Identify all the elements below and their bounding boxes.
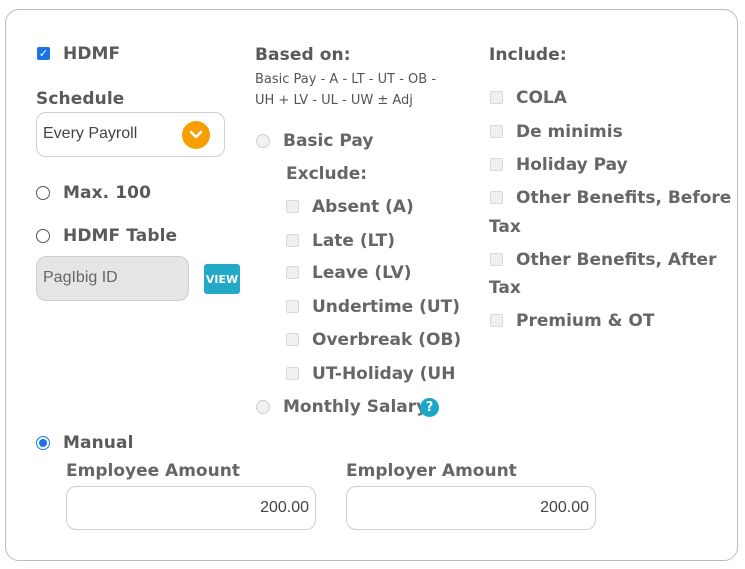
include-after-tax-label-1: Other Benefits, After bbox=[516, 250, 717, 270]
include-before-tax-label-1: Other Benefits, Before bbox=[516, 188, 732, 208]
include-cola-checkbox[interactable] bbox=[490, 91, 503, 104]
formula-line-2: UH + LV - UL - UW ± Adj bbox=[255, 93, 413, 108]
exclude-late-label: Late (LT) bbox=[312, 231, 396, 251]
based-on-label: Based on: bbox=[255, 45, 351, 65]
hdmf-table-label: HDMF Table bbox=[63, 226, 178, 246]
exclude-overbreak-checkbox[interactable] bbox=[286, 333, 299, 346]
schedule-value: Every Payroll bbox=[43, 125, 138, 142]
view-button[interactable]: VIEW bbox=[204, 264, 240, 294]
basic-pay-label: Basic Pay bbox=[283, 131, 374, 151]
exclude-ut-holiday-checkbox[interactable] bbox=[286, 367, 299, 380]
employee-amount-input[interactable]: 200.00 bbox=[66, 486, 316, 530]
exclude-undertime-label: Undertime (UT) bbox=[312, 297, 461, 317]
hdmf-table-radio[interactable] bbox=[36, 229, 50, 243]
hdmf-checkbox[interactable]: ✓ bbox=[37, 47, 50, 60]
employer-amount-label: Employer Amount bbox=[346, 461, 517, 481]
include-after-tax-checkbox[interactable] bbox=[490, 253, 503, 266]
include-before-tax-label-2: Tax bbox=[489, 217, 521, 237]
monthly-salary-label: Monthly Salary bbox=[283, 397, 428, 417]
pagibig-id-field[interactable]: PagIbig ID bbox=[36, 256, 189, 301]
employee-amount-label: Employee Amount bbox=[66, 461, 240, 481]
exclude-label: Exclude: bbox=[286, 164, 368, 184]
include-cola-label: COLA bbox=[516, 88, 567, 108]
basic-pay-radio[interactable] bbox=[256, 134, 270, 148]
exclude-absent-checkbox[interactable] bbox=[286, 200, 299, 213]
hdmf-label: HDMF bbox=[63, 44, 121, 64]
employer-amount-input[interactable]: 200.00 bbox=[346, 486, 596, 530]
exclude-undertime-checkbox[interactable] bbox=[286, 300, 299, 313]
include-premium-checkbox[interactable] bbox=[490, 314, 503, 327]
exclude-leave-label: Leave (LV) bbox=[312, 263, 412, 283]
help-icon[interactable]: ? bbox=[420, 398, 439, 417]
exclude-overbreak-label: Overbreak (OB) bbox=[312, 330, 462, 350]
exclude-leave-checkbox[interactable] bbox=[286, 266, 299, 279]
manual-label: Manual bbox=[63, 433, 134, 453]
max-radio[interactable] bbox=[36, 186, 50, 200]
exclude-absent-label: Absent (A) bbox=[312, 197, 414, 217]
formula-line-1: Basic Pay - A - LT - UT - OB - bbox=[255, 72, 437, 87]
include-deminimis-label: De minimis bbox=[516, 122, 623, 142]
include-holiday-label: Holiday Pay bbox=[516, 155, 628, 175]
include-label: Include: bbox=[489, 45, 567, 65]
include-premium-label: Premium & OT bbox=[516, 311, 655, 331]
exclude-late-checkbox[interactable] bbox=[286, 234, 299, 247]
exclude-ut-holiday-label: UT-Holiday (UH bbox=[312, 364, 456, 384]
max-label: Max. 100 bbox=[63, 183, 152, 203]
include-before-tax-checkbox[interactable] bbox=[490, 191, 503, 204]
pagibig-id-value: PagIbig ID bbox=[43, 269, 118, 286]
monthly-salary-radio[interactable] bbox=[256, 400, 270, 414]
manual-radio[interactable] bbox=[36, 436, 50, 450]
include-after-tax-label-2: Tax bbox=[489, 278, 521, 298]
schedule-label: Schedule bbox=[36, 89, 125, 109]
include-holiday-checkbox[interactable] bbox=[490, 158, 503, 171]
include-deminimis-checkbox[interactable] bbox=[490, 125, 503, 138]
chevron-down-icon bbox=[182, 121, 210, 149]
schedule-select[interactable]: Every Payroll bbox=[36, 112, 225, 157]
